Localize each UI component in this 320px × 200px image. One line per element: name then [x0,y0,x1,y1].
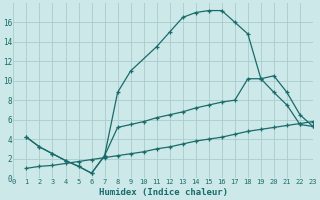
X-axis label: Humidex (Indice chaleur): Humidex (Indice chaleur) [99,188,228,197]
